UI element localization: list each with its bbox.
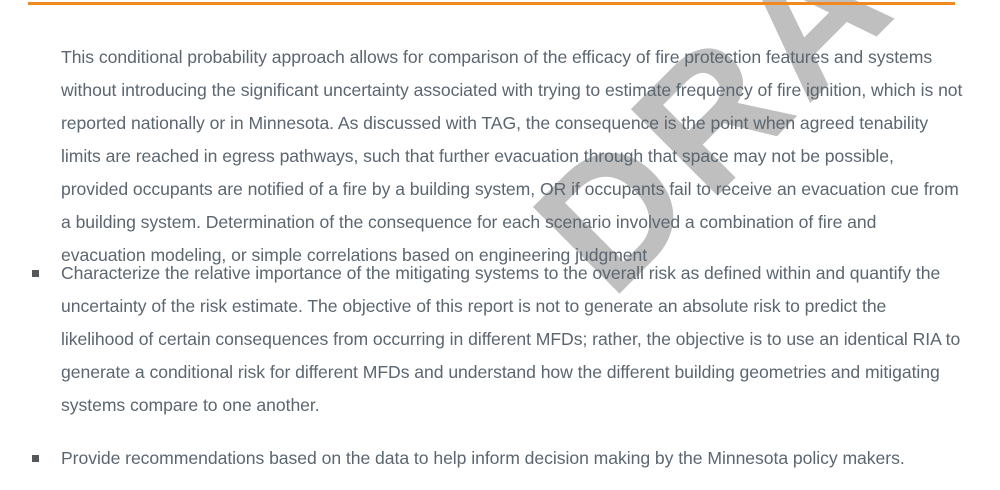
square-bullet-icon [32,455,39,462]
intro-paragraph: This conditional probability approach al… [61,46,963,265]
list-item: Provide recommendations based on the dat… [31,442,963,475]
objectives-bullet-list: Characterize the relative importance of … [31,257,963,475]
list-item-text: Characterize the relative importance of … [61,263,961,415]
list-item-text: Provide recommendations based on the dat… [61,448,905,468]
square-bullet-icon [32,270,39,277]
header-accent-rule [28,2,955,5]
list-item: Characterize the relative importance of … [31,257,963,422]
